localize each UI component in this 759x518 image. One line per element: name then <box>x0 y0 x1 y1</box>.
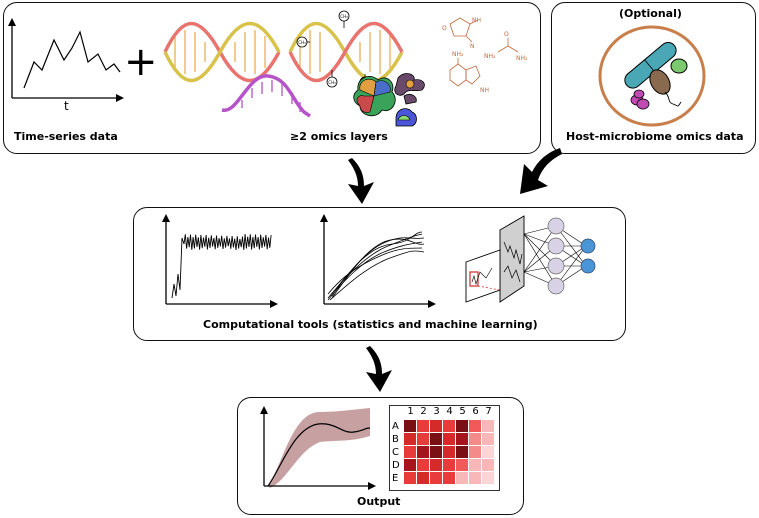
heatmap-cell <box>469 472 481 484</box>
heatmap-cell <box>417 459 429 471</box>
heatmap-cell <box>482 472 494 484</box>
heatmap-row-label: A <box>392 421 399 432</box>
heatmap-cell <box>443 433 455 445</box>
protein-complex-icon <box>353 73 425 127</box>
heatmap-column-label: 7 <box>485 406 492 417</box>
heatmap-cell <box>430 433 442 445</box>
microbiome-icon <box>598 25 706 127</box>
heatmap-cell <box>417 446 429 458</box>
methyl-tag-3: CH₃ <box>328 80 336 85</box>
line-plot-icon <box>260 406 376 490</box>
heatmap-cell <box>469 433 481 445</box>
heatmap-column-label: 5 <box>459 406 466 417</box>
heatmap-column-label: 4 <box>446 406 453 417</box>
heatmap-cell <box>404 433 416 445</box>
metabolite-nh2-tag-1: NH₂ <box>452 51 464 58</box>
heatmap-cell <box>404 459 416 471</box>
output-arrow-icon <box>366 346 392 392</box>
heatmap-cell <box>417 472 429 484</box>
metabolite-o-tag: O <box>442 25 447 32</box>
heatmap-cell <box>456 446 468 458</box>
heatmap-cell <box>482 420 494 432</box>
heatmap-cell <box>469 459 481 471</box>
heatmap-cell <box>443 420 455 432</box>
heatmap-row-label: C <box>392 447 399 458</box>
metabolite-nh-tag-2: NH <box>480 87 489 94</box>
rna-strand-icon <box>221 74 311 118</box>
heatmap-cell <box>404 420 416 432</box>
metabolite-n-tag: N <box>470 43 475 50</box>
timeseries-plot-icon <box>8 18 124 102</box>
heatmap-column-label: 6 <box>472 406 479 417</box>
heatmap-row-label: E <box>392 473 399 484</box>
omics-label: ≥2 omics layers <box>290 130 388 143</box>
heatmap-cell <box>482 459 494 471</box>
heatmap-cell <box>443 459 455 471</box>
heatmap-column-label: 3 <box>433 406 440 417</box>
diagonal-arrow-icon <box>520 148 562 194</box>
heatmap-column-label: 1 <box>407 406 414 417</box>
metabolite-nh2-tag-2: NH₂ <box>484 53 496 60</box>
heatmap-cell <box>456 420 468 432</box>
microbiome-label: Host-microbiome omics data <box>566 130 744 143</box>
heatmap-cell <box>456 433 468 445</box>
heatmap-cell <box>430 420 442 432</box>
metabolite-nh2-tag-3: NH₂ <box>516 55 528 62</box>
heatmap-cell <box>482 446 494 458</box>
oscillation-plot-icon <box>162 214 278 308</box>
methyl-tag-2: CH₃ <box>298 40 306 45</box>
metabolite-nh-tag-1: NH <box>472 17 481 24</box>
heatmap-row-label: D <box>392 460 400 471</box>
heatmap-cell <box>404 446 416 458</box>
heatmap-cell <box>404 472 416 484</box>
heatmap-cell <box>443 446 455 458</box>
heatmap-cell <box>456 459 468 471</box>
heatmap-cell <box>417 433 429 445</box>
neural-network-icon <box>465 215 596 303</box>
heatmap-cell <box>456 472 468 484</box>
methyl-tag-1: CH₃ <box>340 14 348 19</box>
timeseries-axis-label: t <box>64 99 69 113</box>
metabolite-o-tag-2: O <box>504 31 509 38</box>
heatmap-cell <box>417 420 429 432</box>
trajectory-plot-icon <box>320 214 436 308</box>
heatmap-cell <box>430 459 442 471</box>
output-label: Output <box>357 495 401 508</box>
heatmap-cell <box>430 472 442 484</box>
down-arrow-icon <box>348 158 374 204</box>
heatmap-column-label: 2 <box>420 406 427 417</box>
heatmap-cell <box>469 420 481 432</box>
methylated-dna-icon: CH₃ CH₃ CH₃ CH₃ <box>288 10 404 88</box>
heatmap-grid <box>404 420 495 486</box>
heatmap-cell <box>482 433 494 445</box>
heatmap-cell <box>430 446 442 458</box>
optional-label: (Optional) <box>619 7 682 20</box>
tools-label: Computational tools (statistics and mach… <box>203 318 538 331</box>
plus-sign: + <box>124 39 158 85</box>
heatmap-cell <box>443 472 455 484</box>
timeseries-label: Time-series data <box>14 130 118 143</box>
metabolite-structure-icon: O NH N NH₂ NH NH₂ O NH₂ <box>442 17 528 94</box>
heatmap-cell <box>469 446 481 458</box>
heatmap-row-label: B <box>392 434 399 445</box>
